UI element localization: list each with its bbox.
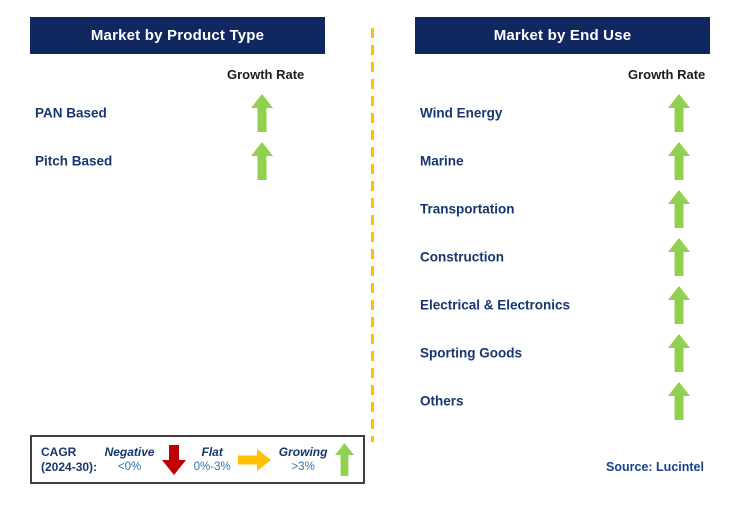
legend-entry-value: >3% xyxy=(291,460,315,473)
item-label: Others xyxy=(420,393,464,409)
legend-entry-flat: Flat 0%-3% xyxy=(194,445,231,474)
panel-title: Market by End Use xyxy=(493,27,632,44)
legend-title-line2: (2024-30): xyxy=(41,459,98,474)
end-use-panel-header: Market by End Use xyxy=(415,17,710,54)
panel-title: Market by Product Type xyxy=(90,27,265,44)
list-item: Construction xyxy=(415,233,710,281)
end-use-list: Wind Energy Marine Transportation Constr… xyxy=(415,89,710,425)
growth-up-arrow-icon xyxy=(668,286,690,324)
source-text: Source: Lucintel xyxy=(606,460,704,474)
item-label: Transportation xyxy=(420,201,515,217)
growth-up-arrow-icon xyxy=(668,382,690,420)
end-use-panel: Market by End Use Growth Rate Wind Energ… xyxy=(415,17,710,420)
list-item: PAN Based xyxy=(30,89,325,137)
list-item: Transportation xyxy=(415,185,710,233)
list-item: Wind Energy xyxy=(415,89,710,137)
legend-entry-label: Flat xyxy=(201,444,223,459)
growth-up-arrow-icon xyxy=(668,238,690,276)
item-label: Marine xyxy=(420,153,464,169)
legend-entry-negative: Negative <0% xyxy=(105,445,155,474)
growth-rate-label: Growth Rate xyxy=(227,67,305,82)
list-item: Marine xyxy=(415,137,710,185)
product-type-list: PAN Based Pitch Based xyxy=(30,89,325,185)
list-item: Others xyxy=(415,377,710,425)
legend-entry-label: Growing xyxy=(278,444,328,459)
item-label: Pitch Based xyxy=(35,153,113,169)
growth-up-arrow-icon xyxy=(668,334,690,372)
flat-right-arrow-icon xyxy=(238,448,272,471)
growing-up-arrow-icon xyxy=(335,443,354,476)
legend-box: CAGR (2024-30): Negative <0% Flat 0%-3% … xyxy=(30,435,365,484)
growth-up-arrow-icon xyxy=(251,142,273,180)
legend-entry-growing: Growing >3% xyxy=(279,445,328,474)
growth-up-arrow-icon xyxy=(668,142,690,180)
item-label: Electrical & Electronics xyxy=(420,297,571,313)
dashed-divider xyxy=(371,28,374,442)
item-label: Construction xyxy=(420,249,504,265)
list-item: Sporting Goods xyxy=(415,329,710,377)
list-item: Pitch Based xyxy=(30,137,325,185)
legend-entry-value: 0%-3% xyxy=(193,460,231,473)
item-label: Sporting Goods xyxy=(420,345,522,361)
growth-up-arrow-icon xyxy=(668,190,690,228)
list-item: Electrical & Electronics xyxy=(415,281,710,329)
legend-entry-value: <0% xyxy=(117,460,142,473)
legend-title: CAGR (2024-30): xyxy=(41,445,97,474)
item-label: Wind Energy xyxy=(420,105,503,121)
product-type-panel: Market by Product Type Growth Rate PAN B… xyxy=(30,17,325,180)
product-type-panel-header: Market by Product Type xyxy=(30,17,325,54)
legend-entry-label: Negative xyxy=(104,444,155,459)
growth-up-arrow-icon xyxy=(251,94,273,132)
legend-title-line1: CAGR xyxy=(41,445,77,460)
growth-rate-label: Growth Rate xyxy=(628,67,706,82)
item-label: PAN Based xyxy=(35,105,107,121)
growth-up-arrow-icon xyxy=(668,94,690,132)
negative-down-arrow-icon xyxy=(162,444,187,475)
